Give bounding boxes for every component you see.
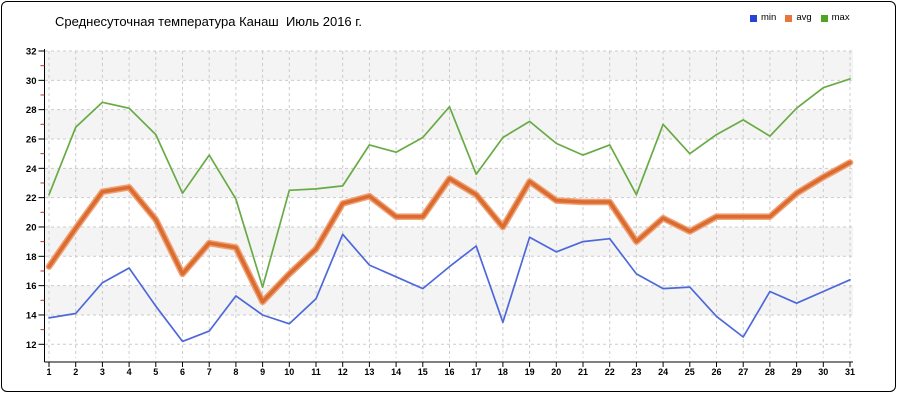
x-tick-label: 9 (260, 367, 265, 377)
x-tick-label: 25 (685, 367, 695, 377)
legend-item-max: max (820, 12, 850, 23)
min-line (48, 233, 851, 343)
legend-swatch-min-icon (750, 14, 757, 22)
x-tick-label: 13 (364, 367, 374, 377)
y-tick-label: 24 (26, 164, 37, 175)
x-tick-label: 29 (792, 367, 802, 377)
y-tick-label: 26 (26, 134, 37, 145)
y-tick-label: 32 (26, 47, 37, 58)
x-tick-label: 3 (100, 367, 105, 377)
x-tick-label: 5 (153, 367, 158, 377)
x-tick-label: 17 (471, 367, 481, 377)
x-tick-label: 16 (444, 367, 454, 377)
legend-swatch-avg-icon (785, 14, 793, 22)
max-line (48, 78, 851, 288)
x-tick-label: 31 (845, 367, 855, 377)
x-tick-label: 26 (711, 367, 721, 377)
y-tick-label: 20 (26, 222, 37, 233)
legend: min avg max (750, 13, 850, 23)
x-tick-label: 11 (311, 367, 321, 377)
legend-item-min: min (750, 13, 776, 23)
y-tick-label: 28 (26, 105, 37, 116)
legend-label-avg: avg (796, 12, 812, 23)
x-tick-label: 12 (338, 367, 348, 377)
y-tick-label: 18 (26, 252, 37, 263)
x-tick-label: 24 (658, 367, 668, 377)
x-tick-label: 4 (127, 367, 132, 377)
y-tick-label: 14 (26, 310, 37, 321)
legend-swatch-max-icon (820, 14, 828, 22)
y-tick-label: 30 (26, 76, 37, 87)
x-tick-label: 15 (418, 367, 428, 377)
x-tick-label: 27 (738, 367, 748, 377)
x-tick-label: 19 (525, 367, 535, 377)
legend-label-min: min (761, 12, 777, 23)
legend-label-max: max (831, 12, 850, 23)
chart-title: Среднесуточная температура Канаш Июль 20… (55, 14, 363, 29)
x-tick-label: 30 (818, 367, 828, 377)
x-tick-label: 28 (765, 367, 775, 377)
y-tick-label: 16 (26, 281, 37, 292)
legend-item-avg: avg (785, 12, 812, 23)
x-tick-label: 10 (284, 367, 294, 377)
avg-line (47, 160, 852, 304)
x-tick-label: 2 (73, 367, 78, 377)
x-tick-label: 14 (391, 367, 401, 377)
y-tick-label: 12 (26, 340, 37, 351)
x-tick-label: 20 (551, 367, 561, 377)
x-tick-label: 22 (605, 367, 615, 377)
x-tick-label: 23 (631, 367, 641, 377)
x-tick-label: 21 (578, 367, 588, 377)
y-tick-label: 22 (26, 193, 37, 204)
x-tick-label: 18 (498, 367, 508, 377)
gridlines (45, 50, 853, 358)
x-tick-label: 6 (180, 367, 185, 377)
x-tick-label: 1 (46, 367, 51, 377)
x-tick-label: 8 (233, 367, 238, 377)
x-tick-label: 7 (207, 367, 212, 377)
